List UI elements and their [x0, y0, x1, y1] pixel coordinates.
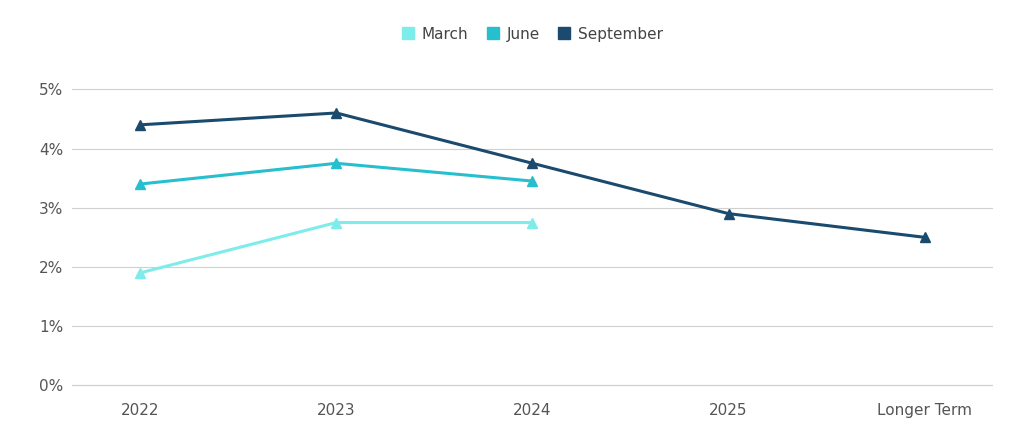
Legend: March, June, September: March, June, September: [396, 21, 669, 48]
